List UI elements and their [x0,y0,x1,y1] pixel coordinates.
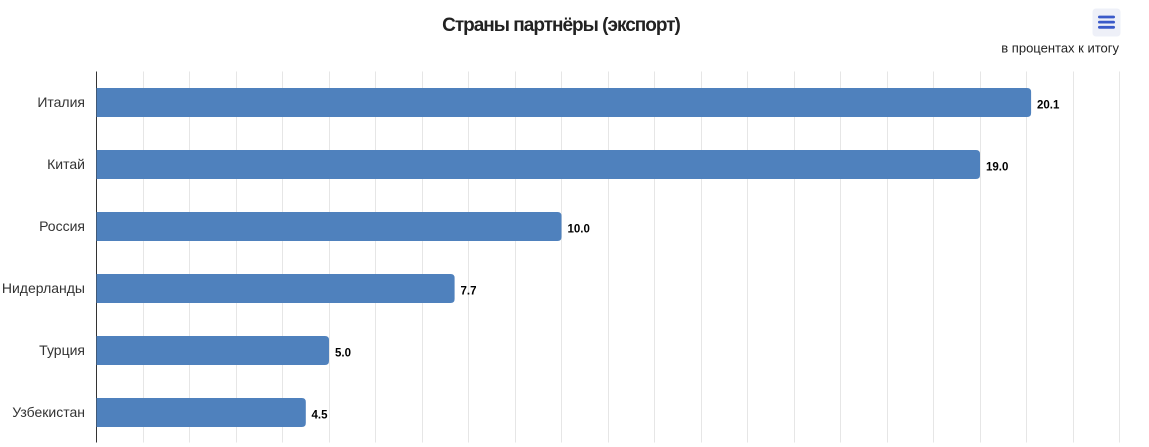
svg-text:20.1: 20.1 [1037,100,1060,112]
svg-text:7.7: 7.7 [461,286,477,298]
svg-text:4.5: 4.5 [312,410,329,422]
svg-text:19.0: 19.0 [986,162,1008,174]
svg-text:Китай: Китай [47,156,85,172]
svg-text:Турция: Турция [39,342,85,358]
svg-text:Страны партнёры (экспорт): Страны партнёры (экспорт) [442,15,680,36]
svg-text:Россия: Россия [39,218,85,234]
svg-text:Италия: Италия [37,94,85,110]
svg-text:10.0: 10.0 [568,224,590,236]
svg-text:Нидерланды: Нидерланды [2,280,85,296]
svg-text:в процентах к итогу: в процентах к итогу [1001,41,1119,56]
svg-text:Узбекистан: Узбекистан [12,404,85,420]
svg-text:5.0: 5.0 [335,348,351,360]
